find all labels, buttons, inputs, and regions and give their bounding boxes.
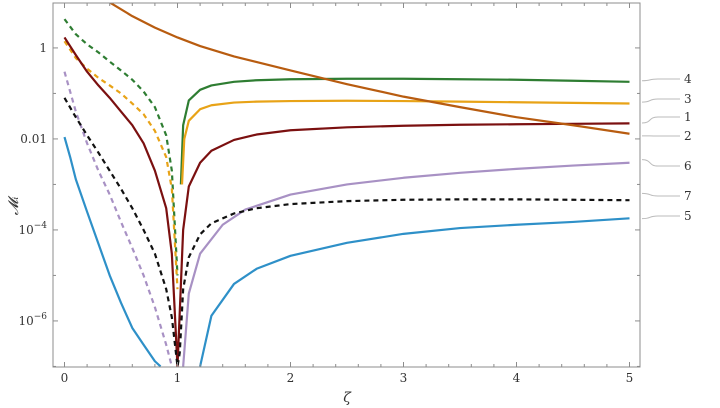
legend-label-4: 4 [684,72,692,86]
y-tick-label: 0.01 [20,132,47,146]
series-4-dashed-line [63,18,179,276]
series-3-solid-line [180,99,630,185]
y-tick-label: 10−4 [18,221,47,237]
legend-label-3: 3 [684,92,692,106]
y-axis-label: 𝓜ᵢ [6,195,22,215]
legend-label-2: 2 [684,129,692,143]
legend-leader-6 [641,159,680,167]
series-2-solid-line [109,3,630,135]
axis-ticks: 0 1 2 3 4 5 1 0.01 10−4 10−6 [18,3,640,385]
x-axis-label: ζ [343,390,352,406]
legend-label-7: 7 [684,189,692,203]
legend-leader-4 [641,78,680,82]
legend-label-6: 6 [684,159,692,173]
legend-leader-3 [641,98,680,103]
legend-label-5: 5 [684,209,692,223]
y-tick-label: 10−6 [18,312,47,328]
series-6-dashed-line [63,71,173,367]
legend-leaders: 4 3 1 2 6 7 5 [641,72,692,223]
x-tick-label: 0 [61,371,69,385]
x-tick-label: 3 [400,371,408,385]
series-5-solid2-line [199,217,630,367]
legend-leader-5 [641,215,680,220]
series-3-dashed-line [63,40,179,290]
series-7-dashed-line [63,97,630,367]
legend-leader-7 [641,192,680,197]
series-1-solid-line [63,36,630,367]
y-tick-label: 1 [39,41,47,55]
x-tick-label: 1 [174,371,182,385]
plot-frame [52,2,641,368]
x-tick-label: 2 [287,371,295,385]
legend-leader-1 [641,116,680,124]
x-tick-label: 5 [626,371,634,385]
series-4-solid-line [179,77,630,185]
x-tick-label: 4 [513,371,521,385]
chart-series-group [63,3,630,367]
legend-label-1: 1 [684,110,692,124]
series-5-solid-line [63,136,162,367]
series-6-solid-line [182,161,630,367]
